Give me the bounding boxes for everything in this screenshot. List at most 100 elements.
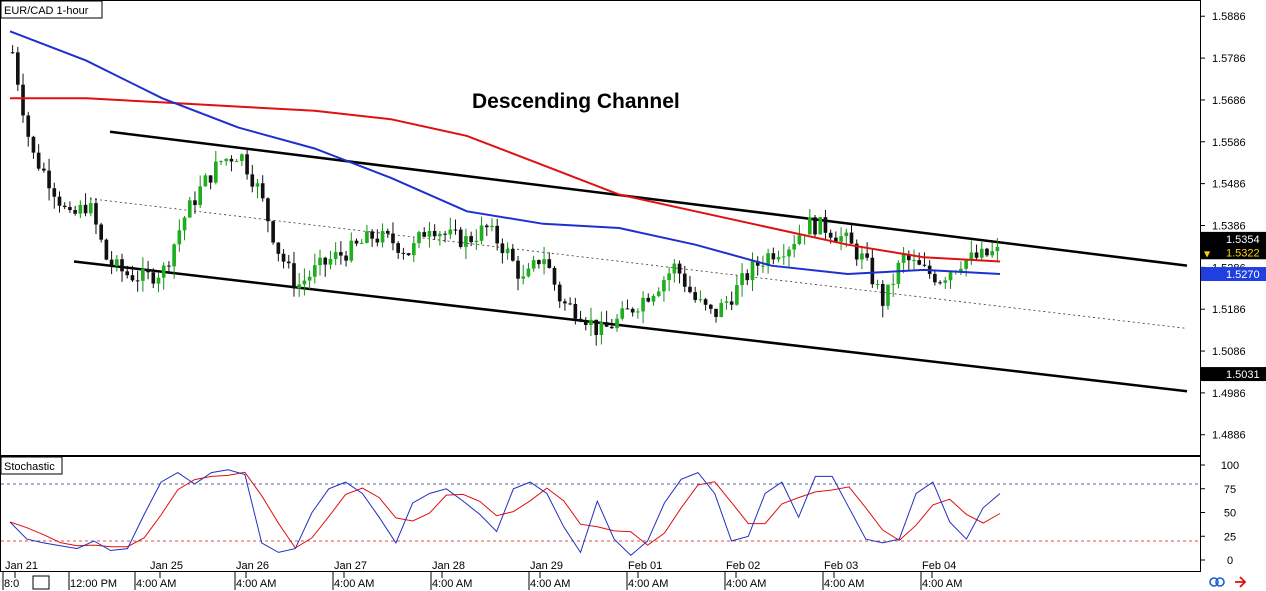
stoch-lines — [9, 469, 1001, 556]
price-tag-label: 1.5354 — [1226, 234, 1260, 246]
candle-body — [328, 258, 333, 265]
candle-body — [667, 273, 671, 281]
candle-body — [938, 282, 942, 284]
candle-body — [849, 232, 854, 244]
stoch-tick-label: 25 — [1224, 531, 1236, 543]
price-tag-label: 1.5270 — [1226, 269, 1260, 281]
candle-body — [959, 268, 963, 271]
price-tick-label: 1.4986 — [1212, 388, 1246, 400]
time-session-label: 4:00 AM — [726, 578, 766, 590]
candle-body — [781, 256, 786, 258]
stoch-k-line — [9, 469, 1001, 556]
candle-body — [359, 242, 364, 244]
price-tag-label: 1.5322 — [1226, 247, 1260, 259]
candle-body — [276, 242, 281, 254]
candle-body — [729, 301, 734, 305]
candle-body — [68, 207, 72, 211]
channel-lines — [73, 130, 1188, 393]
candle-body — [771, 253, 776, 260]
price-tick-label: 1.5786 — [1212, 53, 1246, 65]
candle-body — [151, 272, 156, 284]
candle-body — [245, 154, 249, 175]
candle-body — [933, 273, 937, 283]
candle-body — [537, 260, 541, 265]
price-tag-box — [1201, 367, 1266, 382]
candle-body — [78, 204, 83, 214]
candle-body — [156, 277, 161, 284]
candle-body — [823, 217, 828, 233]
candle-body — [995, 246, 1000, 252]
link-icon[interactable] — [1209, 577, 1225, 587]
candle-body — [901, 254, 906, 263]
candle-body — [594, 319, 599, 336]
channel-upper-line — [109, 130, 1188, 267]
time-session-label: 4:00 AM — [922, 578, 962, 590]
price-tick-label: 1.5386 — [1212, 220, 1246, 232]
candle-body — [969, 252, 974, 260]
candle-body — [521, 276, 526, 279]
time-date-label: Feb 01 — [628, 560, 662, 572]
candle-body — [583, 320, 588, 325]
candle-body — [703, 299, 708, 305]
candle-body — [974, 252, 979, 258]
candle-body — [224, 158, 229, 162]
candle-body — [172, 244, 176, 267]
candle-body — [886, 284, 890, 306]
candle-body — [922, 264, 927, 266]
chart-annotation: Descending Channel — [472, 90, 680, 113]
candle-body — [557, 284, 562, 302]
candle-body — [234, 160, 239, 162]
candle-body — [130, 275, 135, 281]
candle-body — [818, 217, 823, 235]
candle-body — [94, 203, 98, 225]
candle-body — [568, 303, 572, 305]
candle-body — [776, 257, 781, 260]
candle-body — [917, 260, 922, 265]
candle-body — [99, 224, 104, 240]
scroll-right-icon[interactable] — [1235, 576, 1247, 588]
candle-body — [125, 271, 130, 276]
candle-body — [677, 263, 682, 274]
candle-body — [792, 243, 797, 250]
candle-body — [396, 243, 401, 253]
candle-body — [312, 265, 317, 277]
time-session-label: 4:00 AM — [530, 578, 570, 590]
candle-body — [307, 276, 312, 281]
candle-body — [625, 308, 630, 310]
candle-body — [344, 255, 348, 261]
candle-body — [552, 267, 557, 285]
candle-body — [604, 322, 609, 327]
candle-body — [432, 230, 437, 237]
time-session-label: 4:00 AM — [628, 578, 668, 590]
candle-body — [370, 231, 374, 239]
candle-body — [646, 297, 651, 302]
candle-body — [474, 240, 479, 243]
candle-body — [787, 249, 791, 257]
time-date-label: Jan 25 — [150, 560, 183, 572]
candle-body — [177, 230, 182, 245]
candle-body — [339, 252, 343, 256]
stoch-label-box — [0, 456, 63, 475]
candle-body — [745, 273, 750, 281]
candle-body — [88, 203, 93, 214]
candle-body — [42, 168, 46, 171]
time-date-label: Jan 27 — [334, 560, 367, 572]
time-date-label: Jan 29 — [530, 560, 563, 572]
candle-body — [500, 243, 505, 254]
candle-body — [318, 257, 322, 266]
candle-body — [427, 230, 432, 237]
candle-body — [469, 236, 473, 243]
time-session-label: 4:00 AM — [432, 578, 472, 590]
candle-body — [161, 265, 166, 278]
time-date-label: Jan 28 — [432, 560, 465, 572]
price-tick-label: 1.5086 — [1212, 346, 1246, 358]
candle-body — [453, 229, 458, 231]
candle-body — [406, 253, 411, 256]
candle-body — [755, 261, 760, 266]
candle-body — [636, 311, 640, 313]
candle-body — [563, 301, 567, 304]
candle-body — [464, 236, 468, 247]
candle-body — [443, 233, 447, 235]
